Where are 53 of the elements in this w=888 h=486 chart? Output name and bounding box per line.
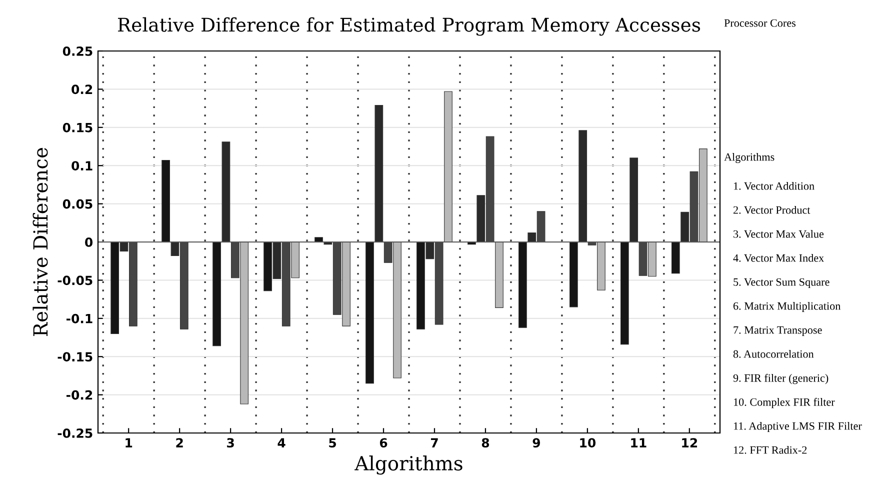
bar [671, 242, 680, 274]
bar [630, 158, 638, 242]
text: Processor Cores [724, 19, 796, 27]
bar [374, 104, 384, 242]
x-tick-label: 2 [176, 438, 183, 448]
bar [495, 242, 504, 308]
text: Algorithms [724, 152, 774, 164]
x-tick-label: 10 [580, 438, 596, 448]
text: 2. Vector Product [733, 206, 810, 214]
text: 9. FIR filter (generic) [733, 374, 828, 384]
x-tick-label: 6 [380, 438, 388, 448]
bar [212, 242, 221, 346]
bar [162, 160, 170, 242]
chart-title: Relative Difference for Estimated Program Memory Accesses [118, 17, 700, 36]
bar [444, 91, 452, 242]
y-tick-label: 0.25 [62, 46, 92, 56]
text: 5. Vector Sum Square [734, 278, 830, 288]
x-tick-label: 3 [227, 438, 234, 448]
text: 3. Vector Max Value [734, 230, 824, 238]
x-tick-label: 5 [329, 438, 336, 448]
y-tick-label: -0.05 [58, 276, 92, 286]
y-tick-label: 0.15 [62, 122, 92, 132]
text: 8. Autocorrelation [733, 350, 814, 358]
y-tick-label: 0.1 [72, 161, 92, 171]
x-tick-label: 8 [482, 438, 490, 448]
x-tick-label: 9 [532, 438, 540, 448]
y-tick-label: -0.25 [58, 428, 92, 438]
text: 10. Complex FIR filter [734, 398, 835, 408]
bar [620, 242, 629, 345]
y-tick-label: 0.05 [62, 199, 92, 209]
text: 12. FFT Radix-2 [734, 446, 807, 454]
text: 1. Vector Addition [734, 182, 814, 190]
y-tick-label: -0.15 [58, 352, 92, 362]
x-tick-label: 7 [430, 438, 438, 448]
y-tick-label: 0 [85, 237, 93, 247]
text: 11. Adaptive LMS FIR Filter [734, 422, 862, 432]
x-axis-title: Algorithms [354, 456, 462, 475]
x-tick-label: 11 [631, 438, 646, 448]
bar [578, 130, 588, 242]
bar [222, 142, 230, 242]
text: 4. Vector Max Index [733, 254, 824, 262]
y-tick-label: -0.2 [66, 390, 92, 400]
y-axis-title: Relative Difference [32, 148, 48, 336]
text: 7. Matrix Transpose [734, 326, 822, 336]
y-tick-label: -0.1 [66, 314, 92, 324]
x-tick-label: 4 [278, 438, 286, 448]
x-tick-label: 1 [126, 438, 132, 448]
text: 6. Matrix Multiplication [733, 302, 841, 312]
bar [569, 242, 578, 308]
y-tick-label: 0.2 [72, 84, 92, 94]
x-tick-label: 12 [682, 438, 698, 448]
bar [366, 242, 374, 384]
bar [518, 242, 527, 328]
